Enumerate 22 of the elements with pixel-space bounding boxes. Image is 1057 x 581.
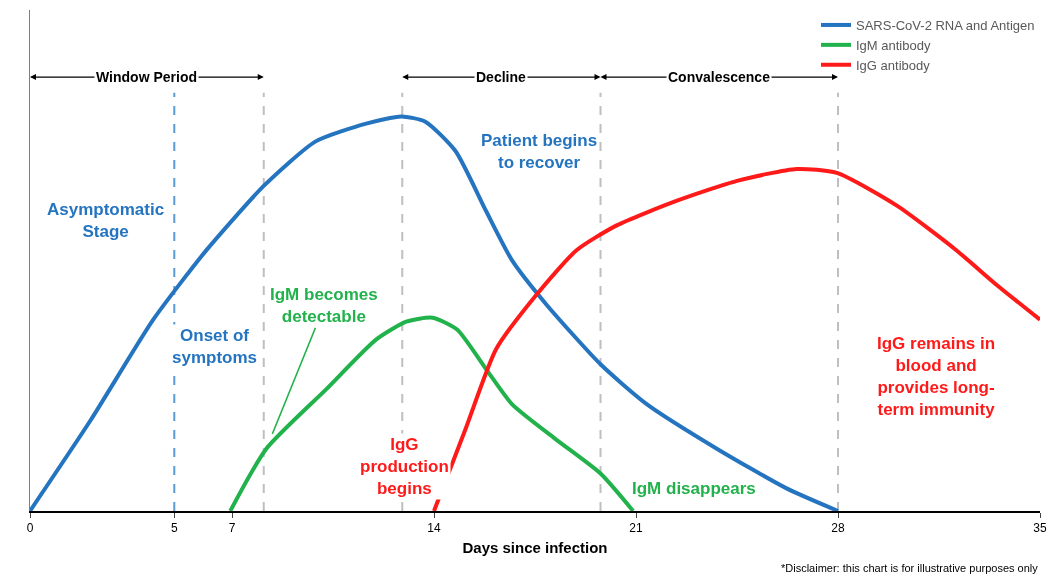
legend-label: IgM antibody: [856, 37, 931, 53]
text: *Disclaimer: this chart is for illustrative purposes only: [781, 562, 1039, 574]
annotation: Asymptomatic Stage: [47, 200, 165, 242]
text: Convalescence: [668, 69, 771, 85]
annotation: IgG production begins: [360, 435, 449, 499]
x-tick-label: 7: [228, 521, 236, 536]
x-tick-label: 35: [1033, 521, 1047, 536]
annotation: IgG remains in blood and provides long- term immunity: [877, 334, 996, 420]
legend-label: SARS-CoV-2 RNA and Antigen: [856, 18, 1035, 34]
annotation: Onset of symptoms: [172, 326, 258, 368]
text: Decline: [476, 69, 527, 85]
legend-label: IgG antibody: [856, 57, 931, 73]
annotation: Patient begins to recover: [481, 131, 598, 173]
x-tick-label: 14: [427, 521, 441, 536]
x-tick-label: 5: [170, 521, 178, 536]
x-tick-label: 0: [26, 521, 34, 536]
text: Window Period: [96, 69, 197, 85]
x-tick-label: 21: [629, 521, 643, 536]
x-axis-title: Days since infection: [462, 538, 608, 556]
x-tick-label: 28: [831, 521, 845, 536]
annotation: IgM disappears: [632, 479, 756, 498]
annotation: IgM becomes detectable: [270, 285, 378, 327]
